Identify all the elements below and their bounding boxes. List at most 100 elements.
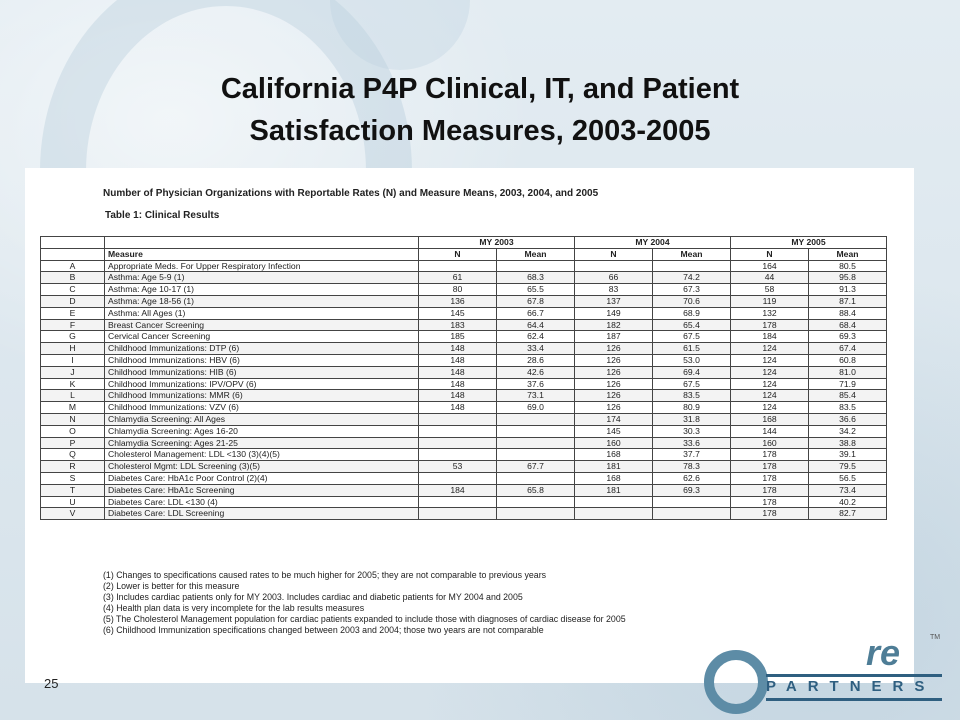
- row-mean-value: 67.8: [496, 294, 575, 308]
- row-n-value: 185: [418, 330, 497, 344]
- row-n-value: 164: [730, 259, 809, 273]
- row-mean-value: 67.5: [652, 377, 731, 391]
- row-code: A: [40, 259, 105, 273]
- slide-number: 25: [44, 676, 59, 691]
- table-row: I Childhood Immunizations: HBV (6) 148 28.6…: [40, 353, 887, 367]
- row-mean-value: 88.4: [808, 306, 887, 320]
- row-n-value: 124: [730, 353, 809, 367]
- row-n-value: 148: [418, 389, 497, 403]
- table-row: T Diabetes Care: HbA1c Screening 184 65.8 18…: [40, 483, 887, 497]
- row-code: E: [40, 306, 105, 320]
- row-measure: Childhood Immunizations: HBV (6): [104, 353, 419, 367]
- row-mean-value: 68.3: [496, 271, 575, 285]
- row-mean-value: 42.6: [496, 365, 575, 379]
- row-n-value: [418, 259, 497, 273]
- row-mean-value: 71.9: [808, 377, 887, 391]
- row-code: K: [40, 377, 105, 391]
- row-mean-value: 80.9: [652, 401, 731, 414]
- row-measure: Childhood Immunizations: DTP (6): [104, 342, 419, 355]
- row-mean-value: 67.3: [652, 283, 731, 296]
- row-n-value: 126: [574, 353, 653, 367]
- row-n-value: 66: [574, 271, 653, 285]
- row-mean-value: [652, 259, 731, 273]
- logo-trademark: TM: [930, 634, 941, 641]
- row-mean-value: 64.4: [496, 318, 575, 332]
- header-code: [40, 247, 105, 261]
- table-row: R Cholesterol Mgmt: LDL Screening (3)(5) 5…: [40, 460, 887, 473]
- row-n-value: [418, 412, 497, 426]
- row-mean-value: 37.6: [496, 377, 575, 391]
- header-mean: Mean: [496, 247, 575, 261]
- row-code: P: [40, 436, 105, 450]
- row-measure: Cholesterol Mgmt: LDL Screening (3)(5): [104, 460, 419, 473]
- table-row: S Diabetes Care: HbA1c Poor Control (2)(4…: [40, 471, 887, 485]
- row-measure: Cholesterol Management: LDL <130 (3)(4)(…: [104, 448, 419, 462]
- header-n: N: [418, 247, 497, 261]
- table-row: E Asthma: All Ages (1) 145 66.7 149 68.9 132 88…: [40, 306, 887, 320]
- row-n-value: 178: [730, 448, 809, 462]
- row-code: C: [40, 283, 105, 296]
- row-mean-value: 56.5: [808, 471, 887, 485]
- row-mean-value: 33.6: [652, 436, 731, 450]
- row-mean-value: 87.1: [808, 294, 887, 308]
- row-mean-value: [496, 412, 575, 426]
- row-n-value: 132: [730, 306, 809, 320]
- row-measure: Diabetes Care: HbA1c Screening: [104, 483, 419, 497]
- row-n-value: 124: [730, 401, 809, 414]
- header-blank-measure: [104, 236, 419, 249]
- row-measure: Childhood Immunizations: HIB (6): [104, 365, 419, 379]
- row-n-value: 61: [418, 271, 497, 285]
- row-n-value: 144: [730, 424, 809, 438]
- header-n: N: [574, 247, 653, 261]
- row-n-value: 83: [574, 283, 653, 296]
- logo-mark-icon: [704, 650, 768, 714]
- row-mean-value: 68.9: [652, 306, 731, 320]
- row-mean-value: 39.1: [808, 448, 887, 462]
- row-measure: Appropriate Meds. For Upper Respiratory …: [104, 259, 419, 273]
- header-measure: Measure: [104, 247, 419, 261]
- row-code: M: [40, 401, 105, 414]
- table-row: Q Cholesterol Management: LDL <130 (3)(4)…: [40, 448, 887, 462]
- row-mean-value: 73.4: [808, 483, 887, 497]
- row-mean-value: 67.5: [652, 330, 731, 344]
- logo-bar-bottom: [766, 698, 942, 701]
- row-measure: Diabetes Care: HbA1c Poor Control (2)(4): [104, 471, 419, 485]
- logo-bar-top: [766, 674, 942, 677]
- row-mean-value: 83.5: [652, 389, 731, 403]
- table-header-row-sub: Measure N Mean N Mean N Mean: [40, 247, 887, 261]
- row-measure: Childhood Immunizations: VZV (6): [104, 401, 419, 414]
- row-n-value: 80: [418, 283, 497, 296]
- row-code: J: [40, 365, 105, 379]
- row-n-value: 168: [574, 448, 653, 462]
- footnote: (2) Lower is better for this measure: [103, 581, 240, 591]
- row-n-value: [574, 259, 653, 273]
- row-n-value: 181: [574, 460, 653, 473]
- row-mean-value: 36.6: [808, 412, 887, 426]
- table-row: J Childhood Immunizations: HIB (6) 148 42.6…: [40, 365, 887, 379]
- row-mean-value: 60.8: [808, 353, 887, 367]
- row-measure: Childhood Immunizations: IPV/OPV (6): [104, 377, 419, 391]
- row-measure: Asthma: All Ages (1): [104, 306, 419, 320]
- table-row: U Diabetes Care: LDL <130 (4) 178 40.2: [40, 495, 887, 509]
- row-mean-value: [496, 448, 575, 462]
- row-n-value: 160: [730, 436, 809, 450]
- table-row: L Childhood Immunizations: MMR (6) 148 73.1…: [40, 389, 887, 403]
- row-code: H: [40, 342, 105, 355]
- row-n-value: 124: [730, 389, 809, 403]
- row-mean-value: [496, 424, 575, 438]
- row-mean-value: [496, 259, 575, 273]
- footnotes: (1) Changes to specifications caused rat…: [103, 570, 626, 636]
- row-n-value: 126: [574, 365, 653, 379]
- row-n-value: 44: [730, 271, 809, 285]
- row-code: T: [40, 483, 105, 497]
- row-mean-value: 31.8: [652, 412, 731, 426]
- header-year-2003: MY 2003: [418, 236, 575, 249]
- header-mean: Mean: [808, 247, 887, 261]
- row-mean-value: [496, 495, 575, 509]
- row-n-value: 148: [418, 365, 497, 379]
- row-mean-value: 68.4: [808, 318, 887, 332]
- row-n-value: 124: [730, 365, 809, 379]
- logo-text-re: re: [866, 632, 901, 673]
- row-n-value: 148: [418, 377, 497, 391]
- row-mean-value: 66.7: [496, 306, 575, 320]
